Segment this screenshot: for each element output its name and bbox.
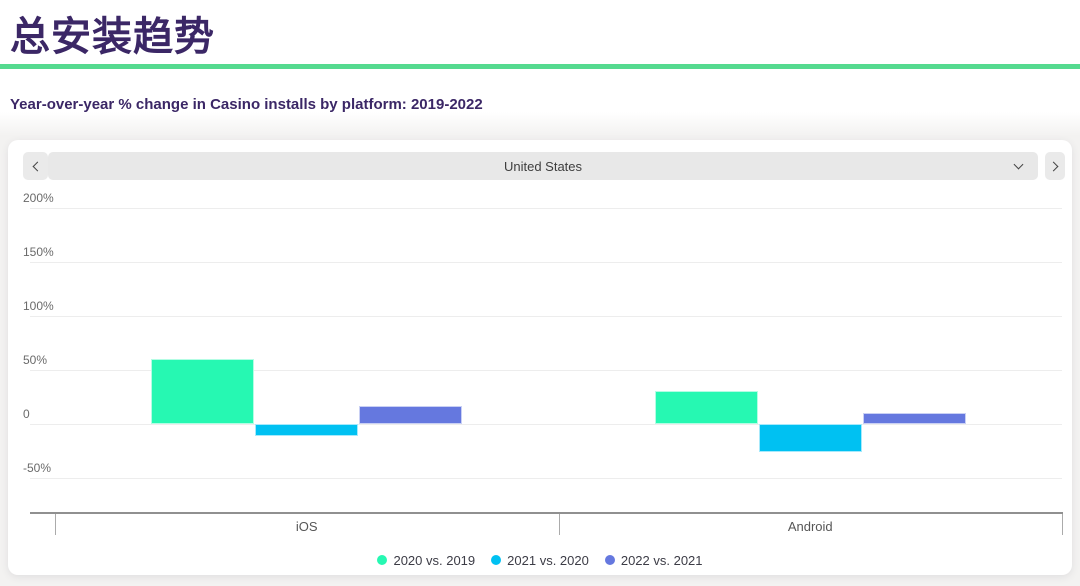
bar-android-2020-vs-2019[interactable] — [654, 390, 758, 424]
y-axis-tick-label: -50% — [23, 461, 52, 475]
chart-subtitle: Year-over-year % change in Casino instal… — [10, 96, 483, 113]
x-axis-category-label: Android — [787, 519, 833, 534]
x-axis-tick — [558, 514, 560, 535]
y-axis-tick-label: 0 — [23, 407, 30, 421]
prev-country-button[interactable] — [23, 152, 48, 180]
legend-item[interactable]: 2020 vs. 2019 — [377, 553, 475, 568]
gridline — [30, 208, 1062, 209]
bar-android-2021-vs-2020[interactable] — [758, 424, 862, 453]
chevron-right-icon — [1048, 161, 1059, 171]
y-axis-tick-label: 100% — [23, 299, 54, 313]
gridline — [30, 262, 1062, 263]
plot-area: 200% 150% 100% 50% 0 -50% — [23, 191, 1062, 479]
chevron-down-icon — [1013, 159, 1024, 170]
chart-card: United States 200% 150% 100% 50% 0 -50% iOS An… — [8, 140, 1072, 575]
page-title: 总安装趋势 — [10, 15, 215, 59]
chevron-left-icon — [32, 161, 42, 171]
y-axis-tick-label: 200% — [23, 191, 54, 205]
gridline — [30, 316, 1062, 317]
legend-label: 2021 vs. 2020 — [507, 552, 589, 568]
bar-android-2022-vs-2021[interactable] — [862, 413, 966, 424]
legend-color-dot-icon — [377, 555, 388, 565]
y-axis-tick-label: 50% — [23, 353, 48, 367]
y-axis-tick-label: 150% — [23, 245, 54, 259]
gridline — [30, 478, 1062, 479]
bar-ios-2022-vs-2021[interactable] — [359, 405, 463, 424]
legend-color-dot-icon — [491, 555, 502, 565]
legend-color-dot-icon — [604, 555, 615, 565]
gridline — [30, 424, 1062, 425]
chart-legend: 2020 vs. 2019 2021 vs. 2020 2022 vs. 2021 — [8, 550, 1072, 570]
legend-item[interactable]: 2022 vs. 2021 — [604, 552, 703, 568]
bar-ios-2021-vs-2020[interactable] — [255, 424, 359, 436]
x-axis-tick — [1062, 514, 1063, 535]
legend-label: 2020 vs. 2019 — [393, 552, 476, 568]
green-divider — [0, 64, 1080, 69]
x-axis-line — [30, 512, 1063, 514]
country-select[interactable]: United States — [48, 152, 1038, 180]
x-axis-category-label: iOS — [295, 519, 318, 534]
country-select-value: United States — [503, 158, 583, 174]
legend-label: 2022 vs. 2021 — [620, 552, 703, 568]
bar-ios-2020-vs-2019[interactable] — [151, 359, 255, 424]
x-axis-tick — [55, 514, 56, 535]
gridline — [30, 370, 1062, 371]
next-country-button[interactable] — [1045, 152, 1065, 180]
legend-item[interactable]: 2021 vs. 2020 — [491, 553, 589, 568]
